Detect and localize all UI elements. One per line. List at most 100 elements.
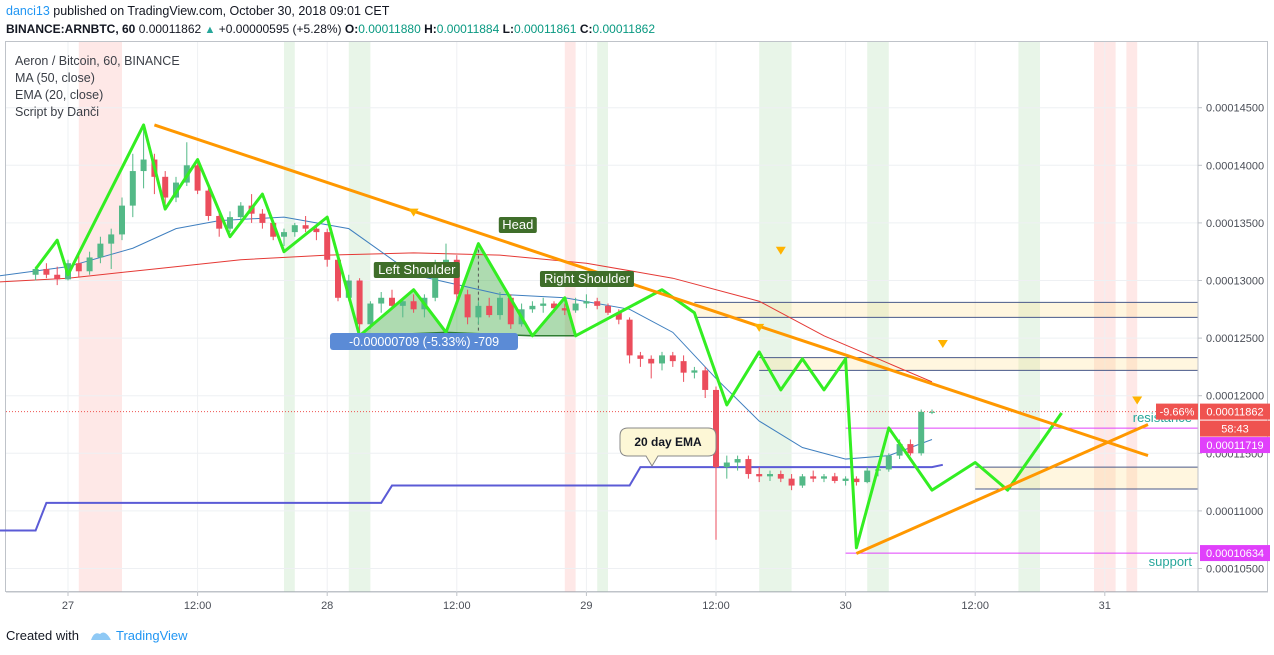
- price-tag-change: -9.66%: [1160, 407, 1195, 419]
- candle-up: [691, 370, 698, 373]
- legend-ema[interactable]: EMA (20, close): [15, 88, 104, 102]
- candle-down: [313, 228, 320, 233]
- low-value: 0.00011861: [513, 22, 577, 36]
- candle-up: [734, 459, 741, 463]
- y-tick-label: 0.00013000: [1206, 276, 1264, 288]
- candle-down: [205, 190, 212, 216]
- candle-down: [907, 444, 914, 454]
- candle-up: [918, 411, 925, 454]
- candle-up: [378, 297, 385, 304]
- candle-up: [497, 297, 503, 316]
- open-value: 0.00011880: [358, 22, 421, 36]
- symbol-line: BINANCE:ARNBTC, 60: [6, 22, 136, 36]
- trendline-descending: [153, 123, 1149, 458]
- candle-down: [464, 294, 471, 318]
- ema20-line: [0, 216, 933, 460]
- candle-down: [324, 232, 331, 260]
- signal-marker: [1132, 396, 1143, 405]
- signal-marker: [775, 246, 786, 255]
- x-tick-label: 31: [1099, 600, 1111, 612]
- zone-fill: [975, 467, 1198, 490]
- tradingview-logo-icon[interactable]: [89, 628, 113, 645]
- up-arrow-icon: ▲: [204, 24, 216, 36]
- symbol-info: BINANCE:ARNBTC, 60 0.00011862 ▲ +0.00000…: [6, 22, 655, 36]
- support-label: support: [1149, 554, 1193, 569]
- ema-callout-label: 20 day EMA: [634, 435, 702, 449]
- open-label: O:: [344, 22, 359, 36]
- trendline-ascending: [855, 423, 1149, 555]
- x-tick-label: 30: [839, 600, 851, 612]
- candle-up: [367, 303, 374, 325]
- candle-down: [486, 305, 493, 316]
- candle-down: [810, 476, 817, 479]
- price-tag-value: 0.00010634: [1206, 548, 1264, 560]
- label-right-shoulder-bg: [539, 271, 634, 287]
- publish-info: danci13 published on TradingView.com, Oc…: [6, 4, 389, 18]
- candle-down: [389, 297, 395, 306]
- candle-down: [216, 215, 223, 229]
- author-link[interactable]: danci13: [6, 4, 50, 18]
- candle-up: [799, 476, 806, 486]
- signal-marker: [754, 323, 765, 332]
- candle-up: [896, 444, 903, 456]
- candle-up: [885, 455, 892, 470]
- session-band: [597, 42, 608, 592]
- candle-down: [680, 361, 687, 373]
- legend-ma[interactable]: MA (50, close): [15, 71, 95, 85]
- session-band: [284, 42, 295, 592]
- price-tag-bg: [1200, 545, 1270, 562]
- x-tick-label: 12:00: [961, 600, 989, 612]
- candle-down: [637, 355, 644, 359]
- x-tick-label: 29: [580, 600, 592, 612]
- close-label: C:: [579, 22, 593, 36]
- price-tag-bg: [1200, 420, 1270, 437]
- footer: Created with TradingView: [6, 628, 188, 645]
- signal-marker: [937, 340, 948, 349]
- candle-up: [97, 243, 104, 258]
- candle-down: [756, 474, 763, 477]
- tradingview-link[interactable]: TradingView: [116, 628, 188, 643]
- candle-down: [335, 259, 341, 298]
- candle-down: [626, 319, 633, 356]
- y-tick-label: 0.00014500: [1206, 103, 1264, 115]
- candle-up: [723, 462, 730, 468]
- x-tick-label: 28: [321, 600, 333, 612]
- published-text: published on TradingView.com, October 30…: [53, 4, 390, 18]
- y-tick-label: 0.00012500: [1206, 333, 1264, 345]
- candle-up: [108, 234, 115, 244]
- candle-down: [356, 280, 363, 325]
- ema-callout-bubble: [619, 427, 717, 467]
- candle-up: [86, 257, 93, 272]
- axes: 0.000105000.000110000.000115000.00012000…: [6, 42, 1270, 612]
- candle-down: [713, 389, 719, 468]
- close-value: 0.00011862: [592, 22, 655, 36]
- zigzag: [34, 123, 1063, 550]
- candle-down: [853, 478, 860, 483]
- x-tick-label: 27: [62, 600, 74, 612]
- candle-up: [540, 303, 547, 306]
- price-tag-bg: [1200, 403, 1270, 420]
- candle-down: [561, 308, 568, 311]
- candle-up: [583, 301, 590, 304]
- trendlines: [153, 123, 1149, 555]
- legend-script[interactable]: Script by Danči: [15, 105, 100, 119]
- last-price: 0.00011862: [138, 22, 202, 36]
- signals: [408, 208, 1143, 405]
- candle-down: [162, 176, 169, 198]
- candle-up: [32, 268, 39, 275]
- label-left-shoulder-bg: [373, 262, 460, 278]
- candle-down: [788, 478, 795, 486]
- candle-down: [777, 474, 784, 479]
- created-with: Created with: [6, 628, 79, 643]
- zone-fill: [694, 302, 1198, 318]
- candle-up: [842, 478, 849, 481]
- candle-down: [54, 274, 61, 280]
- candle-up: [281, 232, 287, 237]
- candle-down: [648, 358, 655, 364]
- zigzag-line: [34, 123, 1063, 550]
- legend-title: Aeron / Bitcoin, 60, BINANCE: [15, 54, 180, 68]
- candle-up: [475, 305, 482, 318]
- high-label: H:: [424, 22, 437, 36]
- candle-up: [432, 266, 439, 298]
